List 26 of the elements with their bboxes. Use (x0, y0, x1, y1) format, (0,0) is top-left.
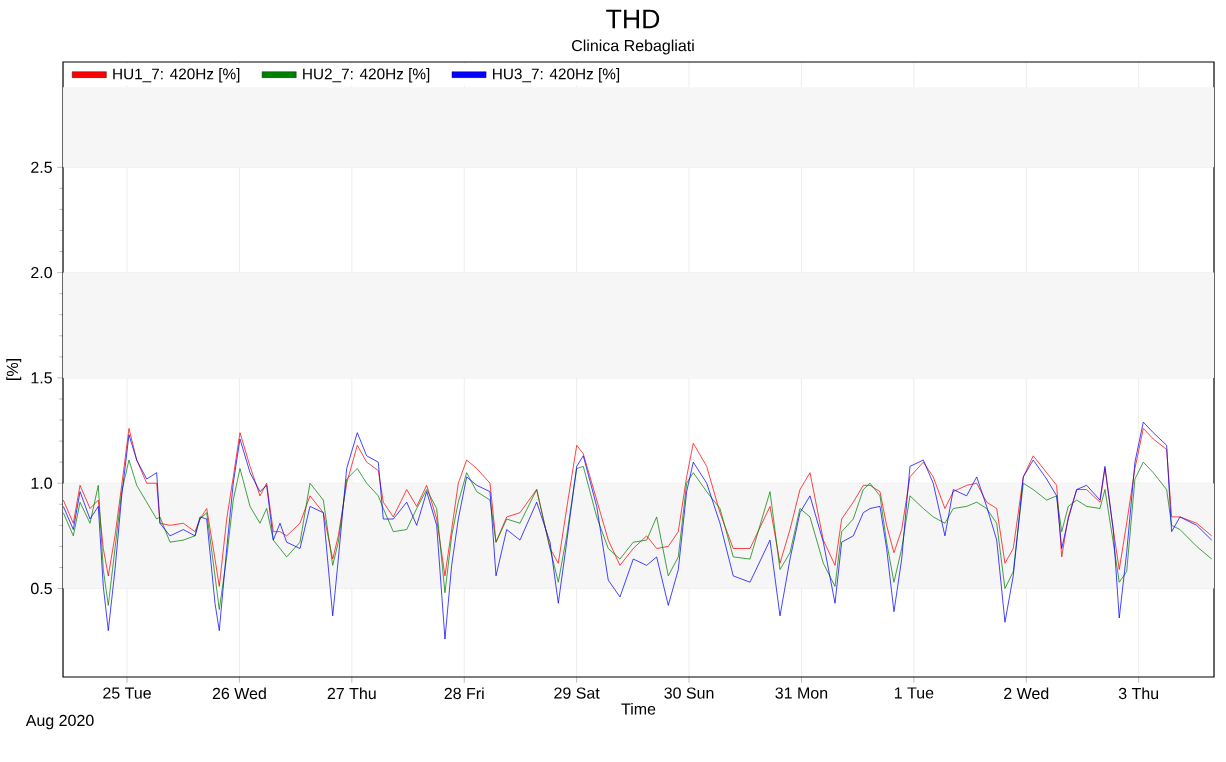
y-tick-label: 0.5 (30, 582, 52, 595)
x-tick-label: 31 Mon (775, 687, 828, 699)
line-series (63, 459, 1213, 610)
chart-subtitle: Clinica Rebagliati (572, 39, 694, 55)
x-tick-label: 1 Tue (894, 687, 934, 699)
legend-label: HU3_7: 420Hz [%] (493, 68, 620, 83)
y-axis-title: [%] (6, 359, 22, 380)
y-tick-label: 2.5 (31, 161, 52, 173)
x-tick-label: 30 Sun (664, 687, 714, 699)
legend-label: HU2_7: 420Hz [%] (303, 68, 430, 83)
line-series (63, 428, 1213, 587)
line-series (63, 421, 1213, 640)
x-tick-label: 25 Tue (103, 687, 151, 699)
x-tick-label: 26 Wed (212, 687, 266, 700)
y-tick-label: 1.5 (31, 372, 52, 384)
x-tick-label: 3 Thu (1118, 687, 1159, 700)
x-tick-label: 2 Wed (1004, 687, 1049, 700)
chart-title: THD (606, 9, 660, 29)
text: Aug 2020 (25, 714, 94, 730)
x-tick-label: 29 Sat (554, 687, 600, 699)
y-tick-label: 1.0 (31, 477, 52, 489)
x-tick-label: 28 Fri (444, 687, 484, 700)
x-tick-label: 27 Thu (327, 687, 376, 700)
legend-label: HU1_7: 420Hz [%] (113, 68, 240, 83)
x-axis-title: Time (621, 702, 656, 715)
y-tick-label: 2.0 (31, 266, 52, 279)
